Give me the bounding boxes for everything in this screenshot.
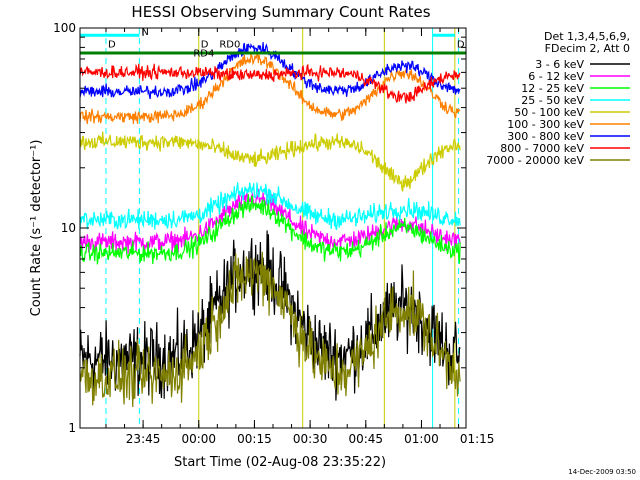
series-line-7000-20000-kev bbox=[79, 251, 461, 408]
y-axis-label: Count Rate (s⁻¹ detector⁻¹) bbox=[29, 140, 44, 317]
legend-label-8: 7000 - 20000 keV bbox=[486, 154, 584, 167]
x-tick-label-6: 01:15 bbox=[460, 432, 495, 446]
annotation-0: N bbox=[141, 27, 148, 38]
series-line-800-7000-kev bbox=[79, 63, 461, 104]
y-tick-label-1: 10 bbox=[61, 221, 76, 235]
legend-label-2: 12 - 25 keV bbox=[521, 82, 584, 95]
series-line-50-100-kev bbox=[79, 131, 461, 192]
legend-header-line-1: Det 1,3,4,5,6,9, bbox=[544, 30, 630, 43]
x-tick-label-5: 01:00 bbox=[404, 432, 439, 446]
x-tick-label-1: 00:00 bbox=[181, 432, 216, 446]
legend-label-4: 50 - 100 keV bbox=[514, 106, 584, 119]
annotation-3: D bbox=[108, 39, 116, 50]
legend-label-3: 25 - 50 keV bbox=[521, 94, 584, 107]
x-axis-label: Start Time (02-Aug-08 23:35:22) bbox=[174, 455, 386, 470]
annotation-1: RD0 bbox=[219, 39, 240, 50]
x-tick-label-0: 23:45 bbox=[126, 432, 161, 446]
legend: Det 1,3,4,5,6,9, FDecim 2, Att 0 3 - 6 k… bbox=[486, 30, 630, 167]
y-tick-label-2: 100 bbox=[53, 21, 76, 35]
legend-label-5: 100 - 300 keV bbox=[507, 118, 584, 131]
annotation-2: RD4 bbox=[193, 49, 214, 60]
series-line-25-50-kev bbox=[79, 182, 461, 231]
legend-label-7: 800 - 7000 keV bbox=[500, 142, 584, 155]
annotation-4: D bbox=[201, 39, 209, 50]
series-line-12-25-kev bbox=[79, 194, 461, 265]
axes: 23:45 00:00 00:15 00:30 00:45 01:00 01:15 1 10 10… bbox=[53, 21, 494, 446]
x-tick-label-2: 00:15 bbox=[237, 432, 272, 446]
annotation-5: D bbox=[457, 39, 465, 50]
legend-label-0: 3 - 6 keV bbox=[535, 58, 584, 71]
footer-timestamp: 14-Dec-2009 03:50 bbox=[568, 468, 636, 476]
legend-header-line-2: FDecim 2, Att 0 bbox=[545, 42, 630, 55]
legend-label-1: 6 - 12 keV bbox=[528, 70, 584, 83]
y-tick-label-0: 1 bbox=[68, 421, 76, 435]
x-tick-label-3: 00:30 bbox=[293, 432, 328, 446]
x-tick-label-4: 00:45 bbox=[348, 432, 383, 446]
chart-title: HESSI Observing Summary Count Rates bbox=[131, 3, 430, 21]
legend-label-6: 300 - 800 keV bbox=[507, 130, 584, 143]
